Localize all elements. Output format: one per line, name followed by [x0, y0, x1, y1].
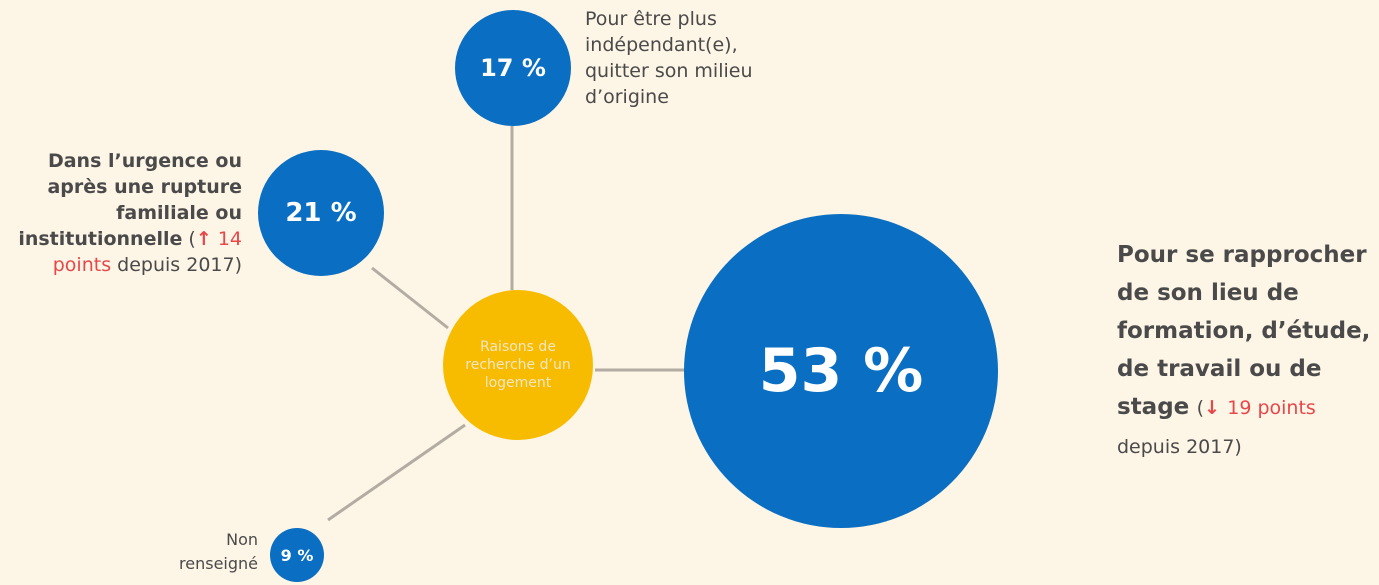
connector: [327, 423, 466, 522]
node-label: Pour être plus indépendant(e), quitter s…: [585, 6, 805, 110]
center-node: Raisons de recherche d’un logement: [443, 290, 593, 440]
value-label: 9 %: [280, 545, 314, 565]
note-change: 19 points: [1227, 397, 1316, 419]
value-label: 53 %: [758, 336, 924, 406]
label-text: Non renseigné: [179, 530, 258, 573]
label-strong: Pour se rapprocher de son lieu de format…: [1117, 242, 1371, 420]
value-label: 21 %: [285, 198, 357, 228]
node: 53 %: [684, 214, 998, 528]
note-change: 14 points: [52, 228, 242, 276]
note-rest: depuis 2017): [117, 254, 242, 276]
node-label: Dans l’urgence ou après une rupture fami…: [2, 148, 242, 278]
node: 21 %: [258, 150, 384, 276]
connector: [371, 266, 449, 330]
label-strong: Dans l’urgence ou après une rupture fami…: [18, 150, 242, 250]
value-label: 17 %: [480, 54, 546, 82]
note-arrow: ↓: [1204, 397, 1220, 419]
note-open: (: [1196, 397, 1205, 419]
center-label: Raisons de recherche d’un logement: [465, 339, 571, 391]
note-arrow: ↑: [195, 228, 212, 250]
label-text: Pour être plus indépendant(e), quitter s…: [585, 8, 753, 108]
node-label: Pour se rapprocher de son lieu de format…: [1117, 236, 1372, 466]
note-open: (: [188, 228, 196, 250]
node: 17 %: [455, 10, 571, 126]
node: 9 %: [270, 528, 324, 582]
node-label: Non renseigné: [150, 528, 258, 576]
note-rest: depuis 2017): [1117, 436, 1242, 458]
